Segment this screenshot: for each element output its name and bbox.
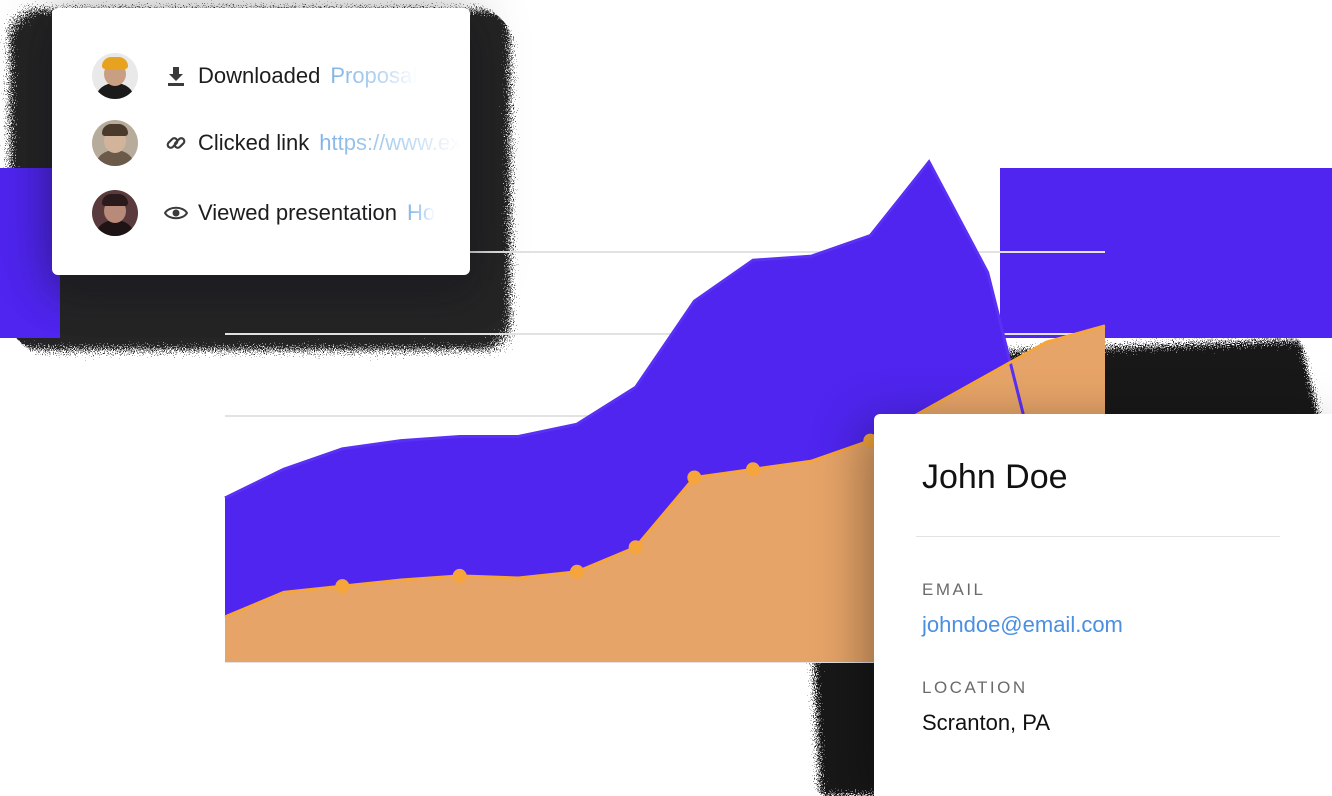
activity-action: Viewed presentation	[198, 200, 397, 225]
orange-data-point	[746, 462, 760, 477]
orange-data-point	[335, 579, 350, 594]
orange-data-point	[452, 568, 467, 583]
activity-target-link[interactable]: https://www.ex	[319, 130, 462, 155]
series-orange-line	[224, 324, 1106, 619]
activity-row[interactable]: Clicked link https://www.ex	[92, 118, 470, 168]
activity-target-link[interactable]: Proposal	[330, 63, 418, 88]
series-purple-line	[224, 159, 1106, 529]
email-link[interactable]: johndoe@email.com	[922, 612, 1123, 637]
activity-row[interactable]: Viewed presentation Ho	[92, 188, 470, 238]
orange-data-point	[863, 433, 878, 448]
orange-data-point	[687, 470, 702, 485]
contact-card: John Doe EMAIL johndoe@email.com LOCATIO…	[874, 414, 1332, 796]
eye-icon	[164, 201, 188, 225]
orange-data-point	[628, 540, 643, 555]
contact-divider	[916, 536, 1280, 537]
location-value: Scranton, PA	[922, 710, 1050, 735]
contact-name: John Doe	[922, 458, 1068, 496]
email-label: EMAIL	[922, 580, 986, 599]
avatar-woman-dark	[92, 190, 138, 236]
avatar-yellow-beanie	[92, 53, 138, 99]
avatar-man-outdoor	[92, 120, 138, 166]
activity-action: Clicked link	[198, 130, 310, 155]
left-purple-band	[0, 168, 60, 338]
location-label: LOCATION	[922, 678, 1028, 697]
activity-target-link[interactable]: Ho	[406, 200, 436, 225]
orange-data-point	[570, 564, 584, 579]
link-icon	[164, 131, 188, 155]
activity-row[interactable]: Downloaded Proposal	[92, 51, 470, 101]
activity-card: Downloaded Proposal Clicked link https:/…	[52, 8, 470, 275]
activity-action: Downloaded	[198, 63, 321, 88]
download-icon	[164, 64, 188, 88]
